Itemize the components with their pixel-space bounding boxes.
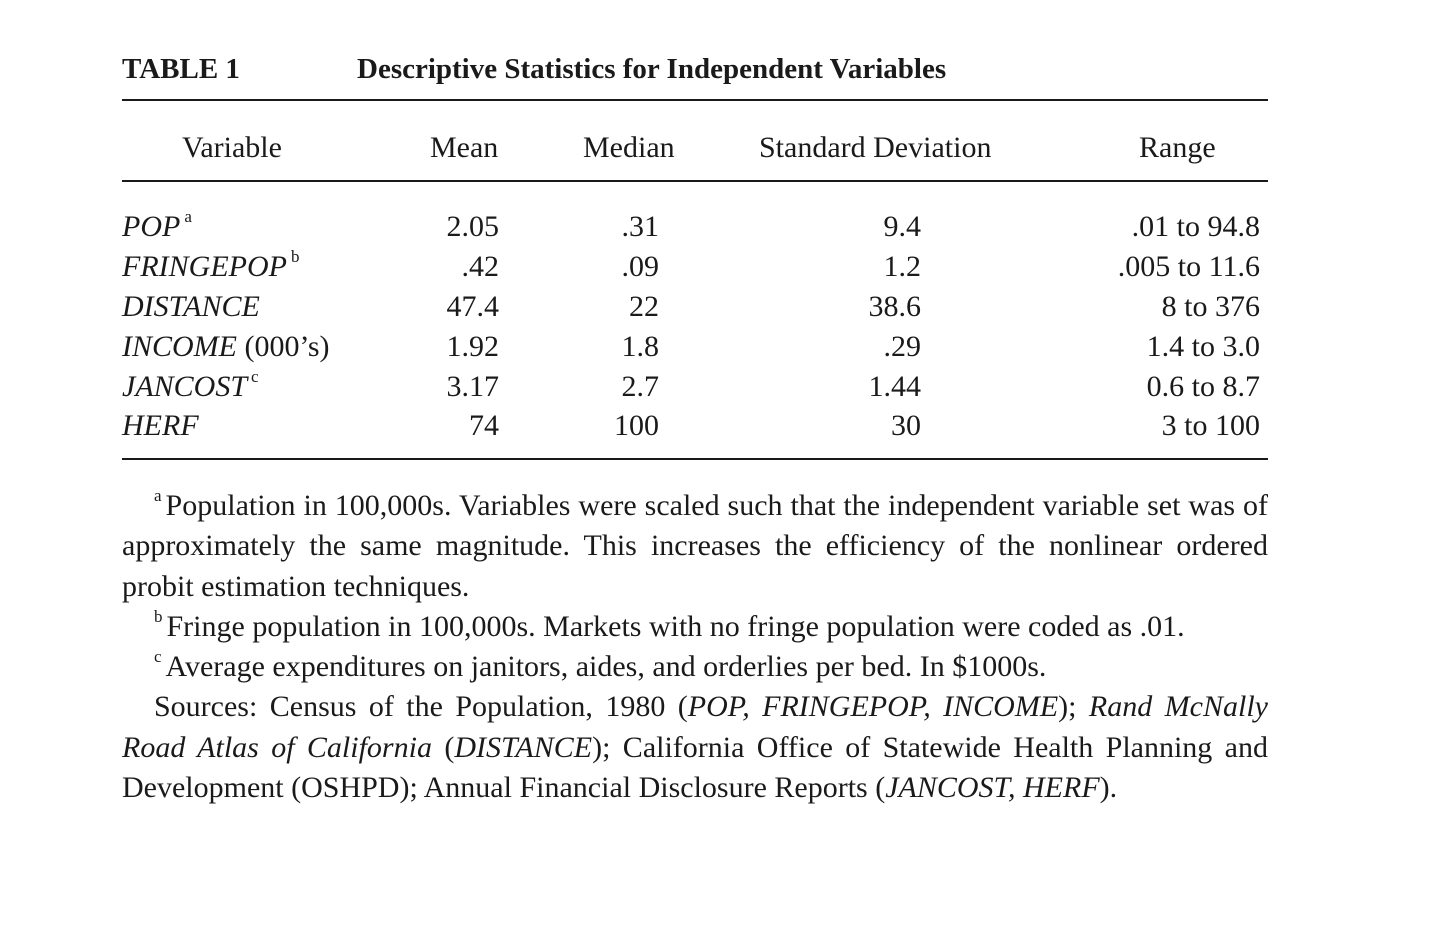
sd-cell: 1.44 <box>868 370 922 403</box>
sd-cell: 9.4 <box>883 210 922 243</box>
footnote-c-text: Average expenditures on janitors, aides,… <box>165 650 1047 684</box>
median-cell: 2.7 <box>621 370 660 403</box>
table-heading: TABLE 1 Descriptive Statistics for Indep… <box>122 52 1268 86</box>
median-cell: .09 <box>621 250 660 283</box>
table-row: POP a 2.05 .31 9.4 .01 to 94.8 <box>122 207 1268 247</box>
footnote-c-mark: c <box>154 647 162 667</box>
header-standard-deviation: Standard Deviation <box>759 131 992 164</box>
variable-cell: HERF <box>122 406 203 446</box>
table-title: Descriptive Statistics for Independent V… <box>357 53 947 85</box>
footnote-a-text: Population in 100,000s. Variables were s… <box>122 489 1268 603</box>
bottom-rule <box>122 458 1268 460</box>
header-range: Range <box>1139 131 1216 164</box>
table-label: TABLE 1 <box>122 53 240 85</box>
sources-note: Sources: Census of the Population, 1980 … <box>122 687 1268 808</box>
variable-name: JANCOST <box>122 370 248 403</box>
table-row: DISTANCE 47.4 22 38.6 8 to 376 <box>122 287 1268 327</box>
median-cell: 22 <box>629 290 659 323</box>
sources-part-italic: JAN­COST, HERF <box>885 771 1100 805</box>
median-cell: .31 <box>621 210 660 243</box>
variable-name: HERF <box>122 409 199 442</box>
range-cell: .01 to 94.8 <box>1131 210 1260 243</box>
top-rule <box>122 99 1268 101</box>
mean-cell: 3.17 <box>446 370 500 403</box>
mean-cell: 1.92 <box>446 330 500 363</box>
range-cell: 1.4 to 3.0 <box>1146 330 1260 363</box>
mean-cell: 74 <box>469 409 499 442</box>
table-row: FRINGEPOP b .42 .09 1.2 .005 to 11.6 <box>122 247 1268 287</box>
variable-cell: INCOME (000’s) <box>122 327 334 367</box>
sources-part: ( <box>431 730 455 764</box>
table-row: HERF 74 100 30 3 to 100 <box>122 406 1268 446</box>
variable-name: INCOME <box>122 330 237 363</box>
variable-cell: JANCOST c <box>122 367 259 407</box>
header-mean: Mean <box>430 131 499 164</box>
variable-cell: POP a <box>122 207 192 247</box>
sd-cell: .29 <box>883 330 922 363</box>
variable-suffix: (000’s) <box>237 330 330 363</box>
table-row: INCOME (000’s) 1.92 1.8 .29 1.4 to 3.0 <box>122 327 1268 367</box>
variable-cell: FRINGEPOP b <box>122 247 299 287</box>
sd-cell: 38.6 <box>868 290 922 323</box>
variable-name: FRINGEPOP <box>122 250 287 283</box>
sources-part-italic: DISTANCE <box>454 730 593 764</box>
sources-part: ). <box>1099 771 1118 805</box>
variable-name: DISTANCE <box>122 290 260 323</box>
footnote-b-text: Fringe population in 100,000s. Markets w… <box>166 609 1185 643</box>
sources-part: ); California Office of Statewide Health… <box>122 730 1268 805</box>
range-cell: .005 to 11.6 <box>1117 250 1260 283</box>
footnote-mark: c <box>251 367 259 386</box>
sources-part: Sources: Census of the Population, 1980 … <box>154 690 688 724</box>
sources-part: ); <box>1058 690 1089 724</box>
table-row: JANCOST c 3.17 2.7 1.44 0.6 to 8.7 <box>122 367 1268 407</box>
footnote-b: b Fringe population in 100,000s. Markets … <box>122 607 1268 647</box>
range-cell: 0.6 to 8.7 <box>1146 370 1260 403</box>
mean-cell: .42 <box>461 250 500 283</box>
range-cell: 3 to 100 <box>1161 409 1260 442</box>
range-cell: 8 to 376 <box>1161 290 1260 323</box>
sources-part-italic: Rand McNally Road Atlas of California <box>122 690 1268 764</box>
header-rule <box>122 180 1268 182</box>
median-cell: 100 <box>614 409 659 442</box>
footnote-b-mark: b <box>154 606 163 626</box>
sd-cell: 30 <box>891 409 921 442</box>
mean-cell: 2.05 <box>446 210 500 243</box>
table-page: TABLE 1 Descriptive Statistics for Indep… <box>122 0 1268 942</box>
footnote-a-mark: a <box>154 486 162 505</box>
footnote-c: c Average expenditures on janitors, aides… <box>122 647 1268 687</box>
variable-name: POP <box>122 210 181 243</box>
footnote-mark: a <box>184 207 192 226</box>
header-variable: Variable <box>182 131 282 164</box>
sources-part-italic: POP, FRINGEPOP, INCOME <box>687 690 1059 724</box>
variable-cell: DISTANCE <box>122 287 264 327</box>
median-cell: 1.8 <box>621 330 660 363</box>
sd-cell: 1.2 <box>883 250 922 283</box>
mean-cell: 47.4 <box>446 290 500 323</box>
table-notes: a Population in 100,000s. Variables were … <box>122 486 1268 808</box>
footnote-a: a Population in 100,000s. Variables were … <box>122 486 1268 607</box>
header-median: Median <box>583 131 675 164</box>
footnote-mark: b <box>290 247 300 266</box>
